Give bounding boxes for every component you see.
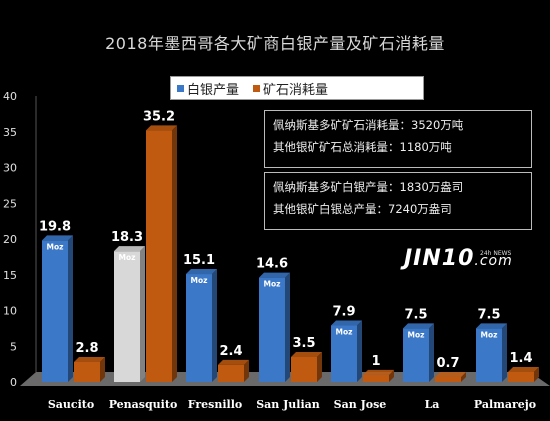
silver-bar-side	[68, 235, 73, 382]
ore-bar-top	[508, 366, 539, 372]
annotation-line: 佩纳斯基多矿矿石消耗量：3520万吨	[273, 118, 464, 132]
ore-bar-side	[244, 359, 249, 382]
x-tick-label: Saucito	[48, 398, 94, 411]
ore-value-label: 0.7	[436, 356, 459, 371]
silver-bar-top	[331, 320, 362, 326]
unit-tag: Moz	[481, 330, 498, 339]
x-tick-label: San Jose	[334, 398, 387, 411]
ore-bar	[74, 361, 100, 382]
ore-value-label: 2.4	[219, 344, 242, 359]
silver-bar-top	[114, 246, 145, 252]
ore-bar	[508, 371, 534, 382]
legend-item-silver: 白银产量	[177, 79, 239, 98]
silver-bar-top	[476, 323, 507, 329]
silver-bar	[476, 328, 502, 382]
x-tick-label: Fresnillo	[188, 398, 242, 411]
annotation-ore-consumption: 佩纳斯基多矿矿石消耗量：3520万吨 其他银矿矿石总消耗量：1180万吨	[264, 110, 532, 168]
ore-value-label: 1.4	[509, 351, 532, 366]
x-tick-label: La	[425, 398, 440, 411]
silver-bar-top	[403, 323, 434, 329]
annotation-silver-output: 佩纳斯基多矿白银产量：1830万盎司 其他银矿白银总产量：7240万盎司	[264, 172, 532, 230]
y-tick-label: 25	[3, 197, 17, 210]
chart-title: 2018年墨西哥各大矿商白银产量及矿石消耗量	[105, 34, 445, 53]
y-tick-label: 35	[3, 126, 17, 139]
silver-bar-side	[285, 272, 290, 382]
silver-value-label: 15.1	[183, 253, 215, 268]
y-tick-label: 5	[10, 340, 17, 353]
silver-bar	[186, 274, 212, 382]
y-tick-label: 40	[3, 90, 17, 103]
legend-swatch-silver	[177, 84, 184, 92]
ore-value-label: 35.2	[143, 109, 175, 124]
silver-bar	[403, 328, 429, 382]
ore-bar	[146, 130, 172, 382]
x-tick-label: San Julian	[256, 398, 320, 411]
ore-bar-top	[218, 359, 249, 365]
legend-label-silver: 白银产量	[187, 82, 240, 98]
unit-tag: Moz	[119, 253, 136, 262]
ore-bar	[291, 356, 317, 382]
logo-suffix: .com	[474, 253, 513, 269]
logo-subtext: 24h NEWS	[480, 250, 512, 257]
ore-bar-top	[146, 125, 177, 131]
ore-value-label: 2.8	[75, 341, 98, 356]
silver-bar-side	[429, 323, 434, 382]
silver-bar	[259, 277, 285, 382]
unit-tag: Moz	[191, 276, 208, 285]
unit-tag: Moz	[408, 330, 425, 339]
logo-text: JIN10	[404, 246, 475, 271]
ore-bar-top	[435, 371, 466, 377]
annotation-line: 佩纳斯基多矿白银产量：1830万盎司	[273, 180, 464, 194]
x-tick-label: Penasquito	[109, 398, 178, 411]
ore-value-label: 1	[371, 354, 380, 369]
silver-bar-side	[502, 323, 507, 382]
legend: 白银产量 矿石消耗量	[170, 76, 424, 100]
silver-value-label: 7.5	[404, 307, 427, 322]
annotation-line: 其他银矿白银总产量：7240万盎司	[273, 202, 452, 216]
silver-bar	[114, 251, 140, 382]
unit-tag: Moz	[336, 328, 353, 337]
silver-bar	[331, 325, 357, 382]
annotation-line: 其他银矿矿石总消耗量：1180万吨	[273, 140, 452, 154]
y-tick-label: 10	[3, 305, 17, 318]
silver-value-label: 7.9	[332, 305, 355, 320]
silver-value-label: 19.8	[39, 219, 71, 234]
silver-bar-side	[357, 320, 362, 382]
y-tick-label: 30	[3, 162, 17, 175]
legend-swatch-ore	[253, 84, 261, 92]
y-tick-label: 0	[10, 376, 17, 389]
jin10-logo: JIN10.com	[404, 246, 513, 271]
ore-bar	[218, 364, 244, 382]
ore-bar-top	[74, 356, 105, 362]
silver-bar	[42, 240, 68, 382]
silver-bar-side	[212, 269, 217, 382]
silver-value-label: 7.5	[477, 307, 500, 322]
ore-value-label: 3.5	[292, 336, 315, 351]
unit-tag: Moz	[47, 242, 64, 251]
silver-value-label: 14.6	[256, 257, 288, 272]
silver-value-label: 18.3	[111, 230, 143, 245]
legend-label-ore: 矿石消耗量	[263, 82, 329, 98]
y-tick-label: 20	[3, 233, 17, 246]
ore-bar	[363, 374, 389, 382]
x-tick-label: Palmarejo	[474, 398, 536, 411]
ore-bar-top	[363, 369, 394, 375]
ore-bar-side	[317, 351, 322, 382]
ore-bar-top	[291, 351, 322, 357]
silver-bar-top	[186, 269, 217, 275]
ore-bar	[435, 376, 461, 382]
y-tick-label: 15	[3, 269, 17, 282]
ore-bar-side	[172, 125, 177, 382]
ore-bar-side	[534, 366, 539, 382]
legend-item-ore: 矿石消耗量	[253, 79, 328, 98]
silver-bar-side	[140, 246, 145, 382]
silver-bar-top	[42, 235, 73, 241]
ore-bar-side	[461, 371, 466, 382]
ore-bar-side	[100, 356, 105, 382]
silver-bar-top	[259, 272, 290, 278]
ore-bar-side	[389, 369, 394, 382]
unit-tag: Moz	[264, 280, 281, 289]
